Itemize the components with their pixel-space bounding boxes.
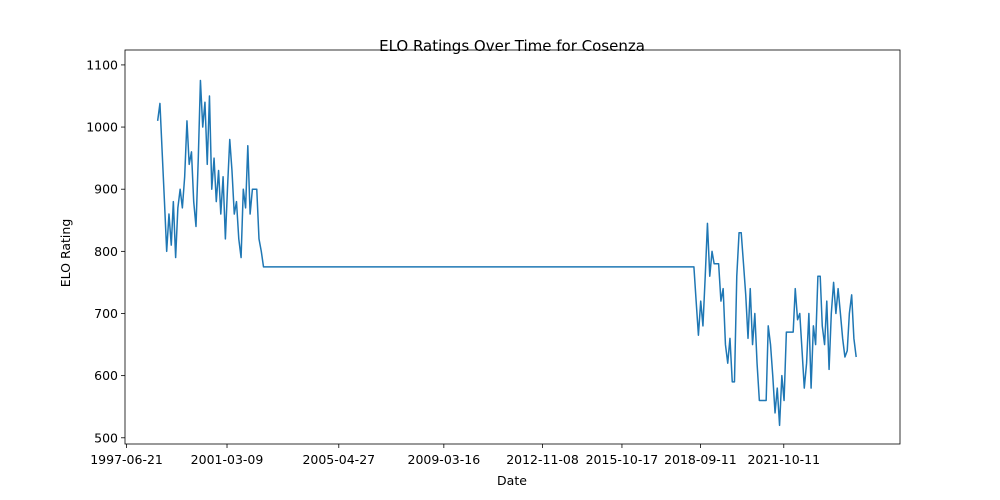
x-tick-label: 2018-09-11 <box>664 452 737 467</box>
y-tick-label: 1000 <box>86 120 118 135</box>
x-axis-label: Date <box>497 473 527 488</box>
data-line <box>156 79 857 427</box>
x-tick-label: 2021-10-11 <box>747 452 820 467</box>
y-tick-label: 500 <box>94 430 118 445</box>
x-tick-label: 2015-10-17 <box>586 452 659 467</box>
x-tick-label: 2012-11-08 <box>506 452 579 467</box>
plot-frame <box>124 49 901 445</box>
x-tick-label: 2009-03-16 <box>408 452 481 467</box>
chart-title: ELO Ratings Over Time for Cosenza <box>379 37 645 55</box>
y-tick-label: 600 <box>94 368 118 383</box>
y-tick-label: 800 <box>94 244 118 259</box>
x-tick-label: 2001-03-09 <box>191 452 264 467</box>
x-tick-label: 1997-06-21 <box>90 452 163 467</box>
y-axis-label: ELO Rating <box>58 219 73 288</box>
y-tick-label: 700 <box>94 306 118 321</box>
y-tick-label: 900 <box>94 182 118 197</box>
y-tick-label: 1100 <box>86 57 118 72</box>
x-tick-label: 2005-04-27 <box>302 452 375 467</box>
